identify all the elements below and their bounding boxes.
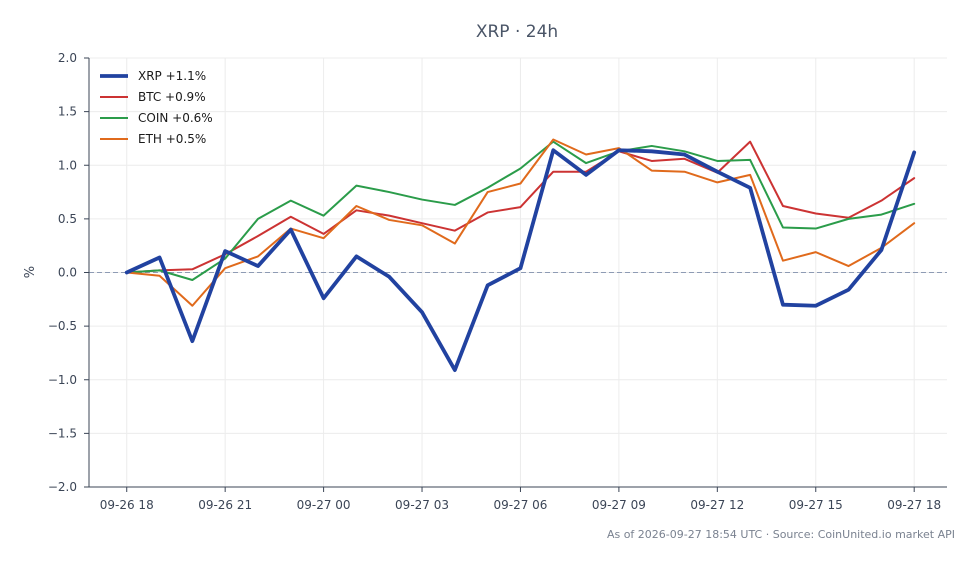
x-tick-label: 09-27 12 <box>690 498 744 512</box>
series-line-eth <box>125 138 916 307</box>
series-line-coin <box>125 140 916 282</box>
x-tick-label: 09-27 06 <box>493 498 547 512</box>
y-tick-label: 1.5 <box>58 105 77 119</box>
legend-label-eth: ETH +0.5% <box>138 132 206 146</box>
y-tick-label: −1.5 <box>48 426 77 440</box>
x-tick-label: 09-26 21 <box>198 498 252 512</box>
x-tick-label: 09-27 00 <box>297 498 351 512</box>
series-line-xrp <box>124 148 917 373</box>
chart-title: XRP · 24h <box>476 22 558 42</box>
y-tick-label: −1.0 <box>48 373 77 387</box>
legend: XRP +1.1% BTC +0.9% COIN +0.6% ETH +0.5% <box>100 69 213 146</box>
legend-label-xrp: XRP +1.1% <box>138 69 206 83</box>
x-tick-label: 09-27 03 <box>395 498 449 512</box>
y-tick-label: 0.5 <box>58 212 77 226</box>
footer-source: As of 2026-09-27 18:54 UTC · Source: Coi… <box>607 528 955 541</box>
x-tick-label: 09-27 09 <box>592 498 646 512</box>
legend-label-btc: BTC +0.9% <box>138 90 206 104</box>
legend-label-coin: COIN +0.6% <box>138 111 213 125</box>
y-axis-label: % <box>23 266 38 278</box>
series-lines <box>124 138 917 373</box>
y-tick-label: 0.0 <box>58 266 77 280</box>
y-tick-label: 2.0 <box>58 51 77 65</box>
y-tick-label: −2.0 <box>48 480 77 494</box>
x-axis-ticks: 09-26 18 09-26 21 09-27 00 09-27 03 09-27 06… <box>100 487 941 512</box>
x-tick-label: 09-27 18 <box>887 498 941 512</box>
y-tick-label: −0.5 <box>48 319 77 333</box>
y-tick-label: 1.0 <box>58 158 77 172</box>
series-line-btc <box>125 140 916 274</box>
y-axis-ticks: 2.0 1.5 1.0 0.5 0.0 −0.5 −1.0 −1.5 −2.0 <box>48 51 89 494</box>
x-tick-label: 09-27 15 <box>789 498 843 512</box>
x-tick-label: 09-26 18 <box>100 498 154 512</box>
